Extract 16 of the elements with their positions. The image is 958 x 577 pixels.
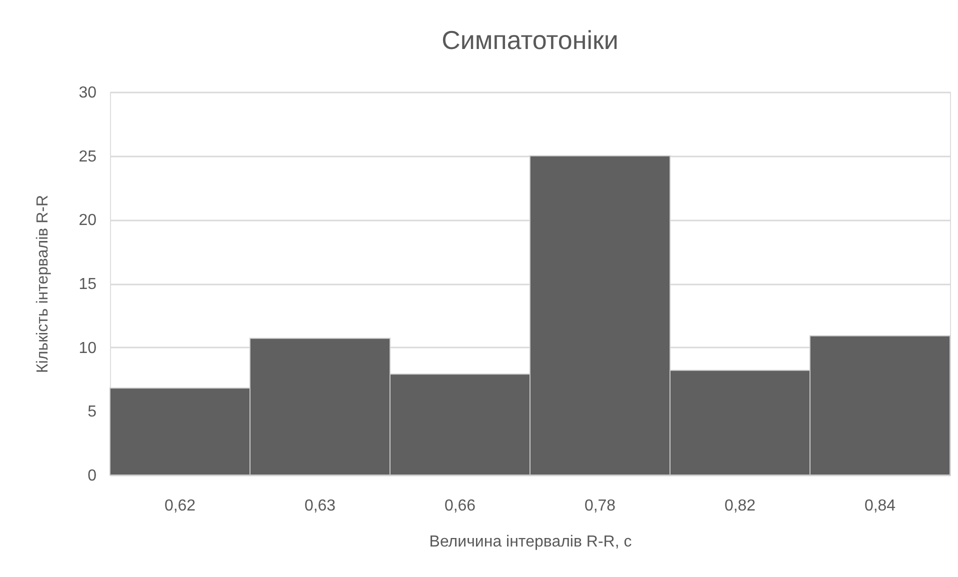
y-tick-label: 25	[78, 148, 97, 166]
x-tick-label: 0,66	[444, 498, 476, 514]
y-tick-label: 30	[78, 84, 97, 102]
x-axis-title: Величина інтервалів R-R, с	[429, 534, 632, 550]
y-tick-label: 0	[88, 468, 97, 484]
y-tick-label: 5	[88, 404, 97, 421]
x-tick-label: 0,82	[724, 498, 756, 514]
x-tick-label: 0,63	[304, 498, 336, 514]
y-tick-label: 10	[78, 340, 97, 357]
y-axis-title: Кількість інтервалів R-R	[34, 194, 52, 374]
x-tick-label: 0,62	[164, 498, 196, 514]
y-tick-label: 15	[78, 276, 97, 293]
x-tick-label: 0,78	[584, 498, 616, 514]
chart-title: Симпатотоніки	[442, 25, 618, 55]
y-tick-label: 20	[78, 212, 97, 230]
x-tick-label: 0,84	[864, 498, 896, 514]
